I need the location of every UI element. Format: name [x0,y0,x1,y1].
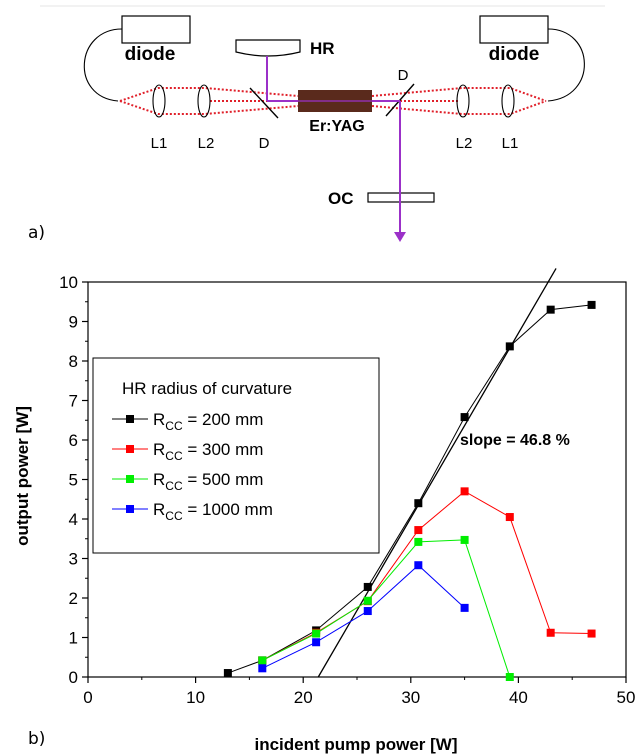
legend-entry: RCC = 500 mm [112,470,263,493]
data-point [460,603,469,612]
series-line [262,539,511,678]
l1-right-label: L1 [502,135,519,152]
l2-left-label: L2 [198,135,215,152]
data-point [312,629,321,638]
data-point [414,537,423,546]
data-point [414,499,423,508]
y-tick-label: 10 [59,273,78,292]
diode-right-label: diode [489,44,540,65]
data-point [587,300,596,309]
data-point [363,582,372,591]
fit-line-layer [317,268,557,678]
laser-arrow-icon [394,232,406,242]
setup-diagram: diode diode HR [28,5,605,243]
lens-l1-left [152,84,166,118]
x-tick-label: 0 [83,688,92,707]
data-point [223,669,232,678]
hr-label: HR [310,39,335,58]
series-3 [258,535,514,681]
data-point [505,342,514,351]
slope-annotation: slope = 46.8 % [460,432,570,449]
data-point [460,487,469,496]
data-point [546,305,555,314]
legend-entry: RCC = 300 mm [112,440,263,463]
panel-a-label: a) [28,223,45,243]
series-layer [223,300,596,681]
data-point [460,413,469,422]
legend-label: RCC = 200 mm [153,410,263,433]
legend-box [92,357,380,554]
data-point [363,596,372,605]
output-power-chart: 0 10 20 30 40 50 0 1 2 3 4 5 6 7 8 9 10 incident pump po… [13,268,635,754]
legend-entry: RCC = 200 mm [112,410,263,433]
y-tick-label: 7 [69,392,78,411]
data-point [414,526,423,535]
er-yag-label: Er:YAG [309,118,364,135]
legend-swatch-marker [126,475,134,483]
data-point [505,513,514,522]
legend-swatch-marker [126,445,134,453]
y-tick-label: 4 [69,510,78,529]
data-point [460,535,469,544]
y-axis-label: output power [W] [13,406,32,546]
legend-swatch-marker [126,505,134,513]
x-tick-label: 30 [401,688,420,707]
d-left-label: D [259,135,270,152]
legend-title: HR radius of curvature [122,379,292,398]
legend: HR radius of curvature RCC = 200 mm RCC =… [92,357,380,554]
legend-entry: RCC = 1000 mm [112,500,273,523]
lens-l2-left [197,84,211,118]
y-tick-label: 5 [69,471,78,490]
oc-label: OC [328,189,354,208]
legend-label: RCC = 1000 mm [153,500,273,523]
dichroic-left [249,87,279,119]
data-point [363,607,372,616]
panel-b-label: b) [28,729,45,749]
axis-ticks [82,281,627,683]
data-point [414,561,423,570]
y-tick-label: 2 [69,589,78,608]
l1-left-label: L1 [151,135,168,152]
lens-l1-right [501,84,515,118]
diode-right-box [479,15,549,44]
l2-right-label: L2 [456,135,473,152]
y-tick-label: 9 [69,313,78,332]
d-right-label: D [398,67,409,84]
legend-label: RCC = 300 mm [153,440,263,463]
y-tick-label: 6 [69,431,78,450]
y-tick-label: 8 [69,352,78,371]
data-point [546,628,555,637]
series-line [262,490,592,661]
legend-label: RCC = 500 mm [153,470,263,493]
series-4 [258,561,469,673]
x-tick-label: 10 [186,688,205,707]
fiber-right [547,28,585,102]
hr-mirror [235,39,301,57]
lens-l2-right [456,84,470,118]
fiber-left [83,28,123,102]
data-point [258,656,267,665]
x-tick-label: 40 [509,688,528,707]
data-point [505,673,514,681]
series-line [262,564,465,669]
data-point [312,638,321,647]
axis-tick-labels: 0 10 20 30 40 50 0 1 2 3 4 5 6 7 8 9 10 [59,273,635,707]
y-tick-label: 3 [69,550,78,569]
diode-left-box [121,15,191,44]
y-tick-label: 0 [69,668,78,687]
x-tick-label: 20 [294,688,313,707]
legend-swatch-marker [126,415,134,423]
y-tick-label: 1 [69,629,78,648]
x-tick-label: 50 [617,688,636,707]
data-point [258,664,267,673]
data-point [587,629,596,638]
x-axis-label: incident pump power [W] [254,735,457,754]
fit-line [317,268,557,678]
diode-left-label: diode [125,44,176,65]
